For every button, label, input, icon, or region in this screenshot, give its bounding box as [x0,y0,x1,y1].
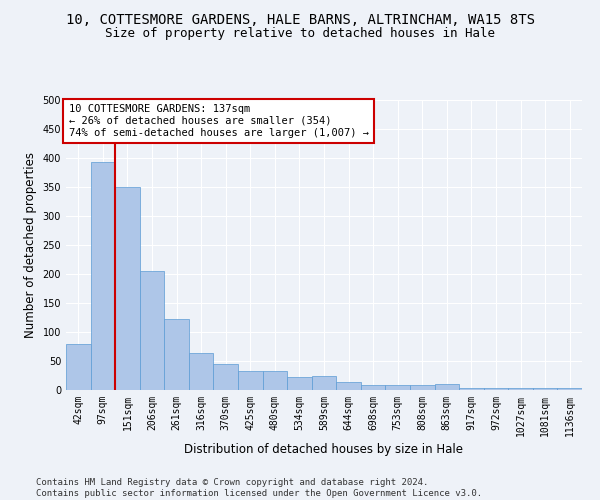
Bar [312,376,336,390]
Bar [508,388,533,390]
Text: Size of property relative to detached houses in Hale: Size of property relative to detached ho… [105,28,495,40]
Bar [91,162,115,390]
Y-axis label: Number of detached properties: Number of detached properties [24,152,37,338]
Bar [385,385,410,390]
Text: 10 COTTESMORE GARDENS: 137sqm
← 26% of detached houses are smaller (354)
74% of : 10 COTTESMORE GARDENS: 137sqm ← 26% of d… [68,104,368,138]
Bar [484,388,508,390]
Bar [214,364,238,390]
Bar [533,388,557,390]
Bar [140,270,164,390]
Bar [115,187,140,390]
Bar [164,319,189,390]
Text: 10, COTTESMORE GARDENS, HALE BARNS, ALTRINCHAM, WA15 8TS: 10, COTTESMORE GARDENS, HALE BARNS, ALTR… [65,12,535,26]
Bar [459,388,484,390]
Text: Contains HM Land Registry data © Crown copyright and database right 2024.
Contai: Contains HM Land Registry data © Crown c… [36,478,482,498]
Bar [287,377,312,390]
Bar [434,384,459,390]
Bar [238,371,263,390]
X-axis label: Distribution of detached houses by size in Hale: Distribution of detached houses by size … [185,443,464,456]
Bar [336,382,361,390]
Bar [263,371,287,390]
Bar [189,353,214,390]
Bar [66,344,91,390]
Bar [410,385,434,390]
Bar [361,385,385,390]
Bar [557,388,582,390]
